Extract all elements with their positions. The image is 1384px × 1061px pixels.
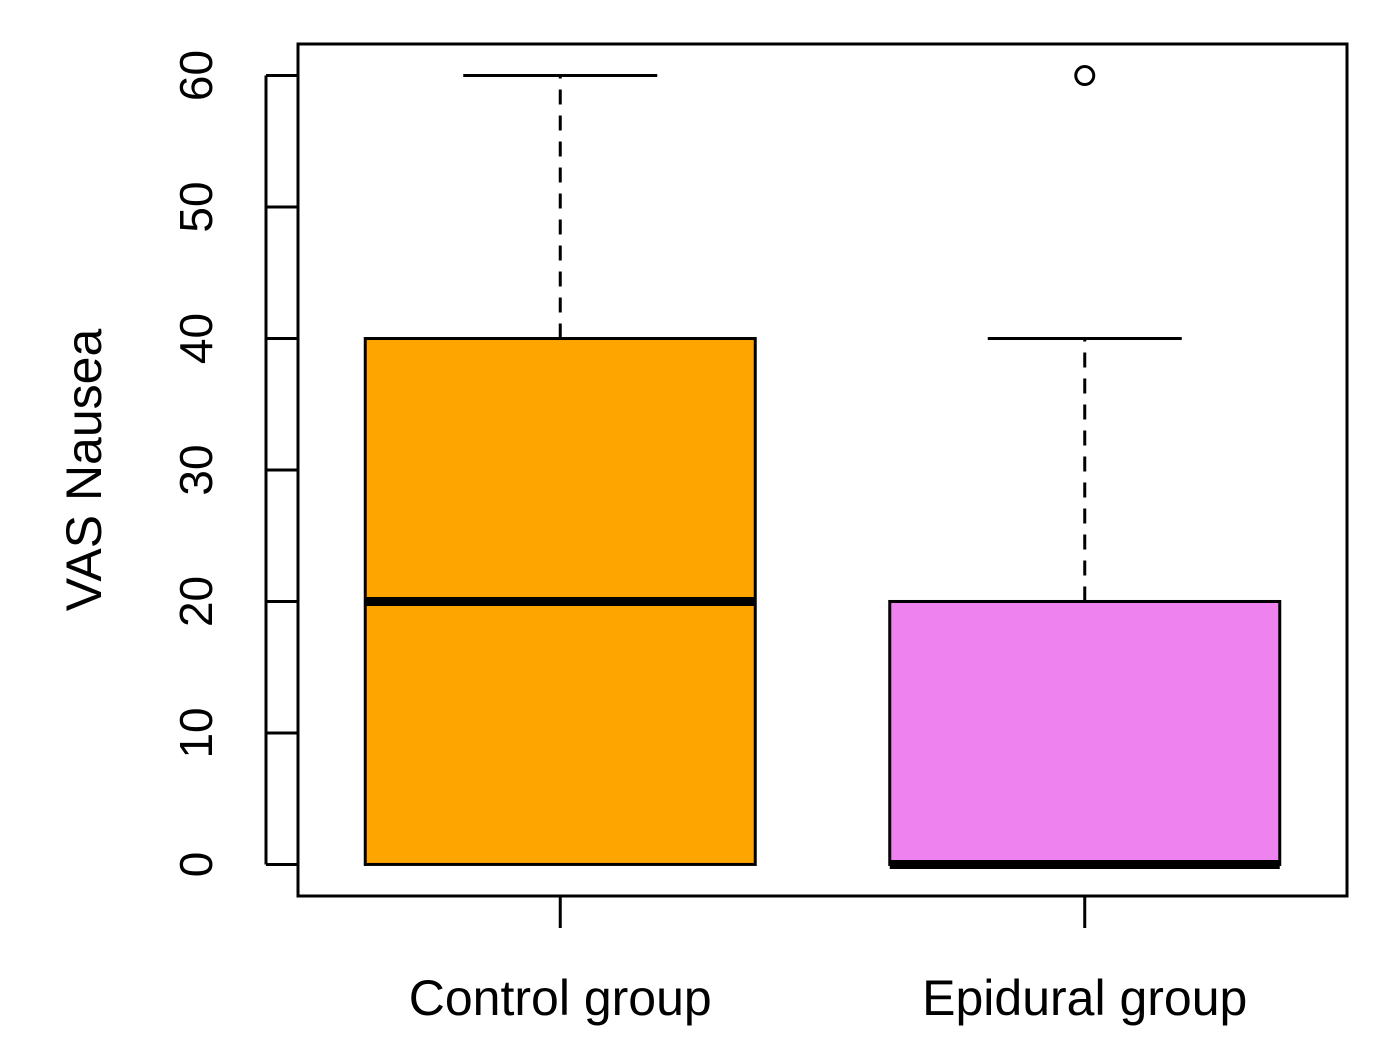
y-tick-label: 50 bbox=[170, 181, 222, 232]
y-tick-label: 40 bbox=[170, 313, 222, 364]
y-tick-label: 0 bbox=[170, 852, 222, 878]
x-axis: Control group Epidural group bbox=[409, 896, 1247, 1026]
y-tick-label: 60 bbox=[170, 50, 222, 101]
outlier-point bbox=[1074, 65, 1096, 87]
box-epidural bbox=[888, 65, 1282, 869]
x-category-label: Epidural group bbox=[922, 970, 1247, 1026]
y-axis: 0 10 20 30 40 50 60 bbox=[170, 50, 298, 877]
iqr-box bbox=[888, 599, 1282, 866]
box-series bbox=[363, 65, 1282, 869]
x-category-label: Control group bbox=[409, 970, 712, 1026]
y-tick-label: 10 bbox=[170, 707, 222, 758]
y-tick-label: 20 bbox=[170, 576, 222, 627]
y-axis-title: VAS Nausea bbox=[56, 329, 112, 612]
y-tick-label: 30 bbox=[170, 444, 222, 495]
box-control bbox=[363, 74, 757, 866]
